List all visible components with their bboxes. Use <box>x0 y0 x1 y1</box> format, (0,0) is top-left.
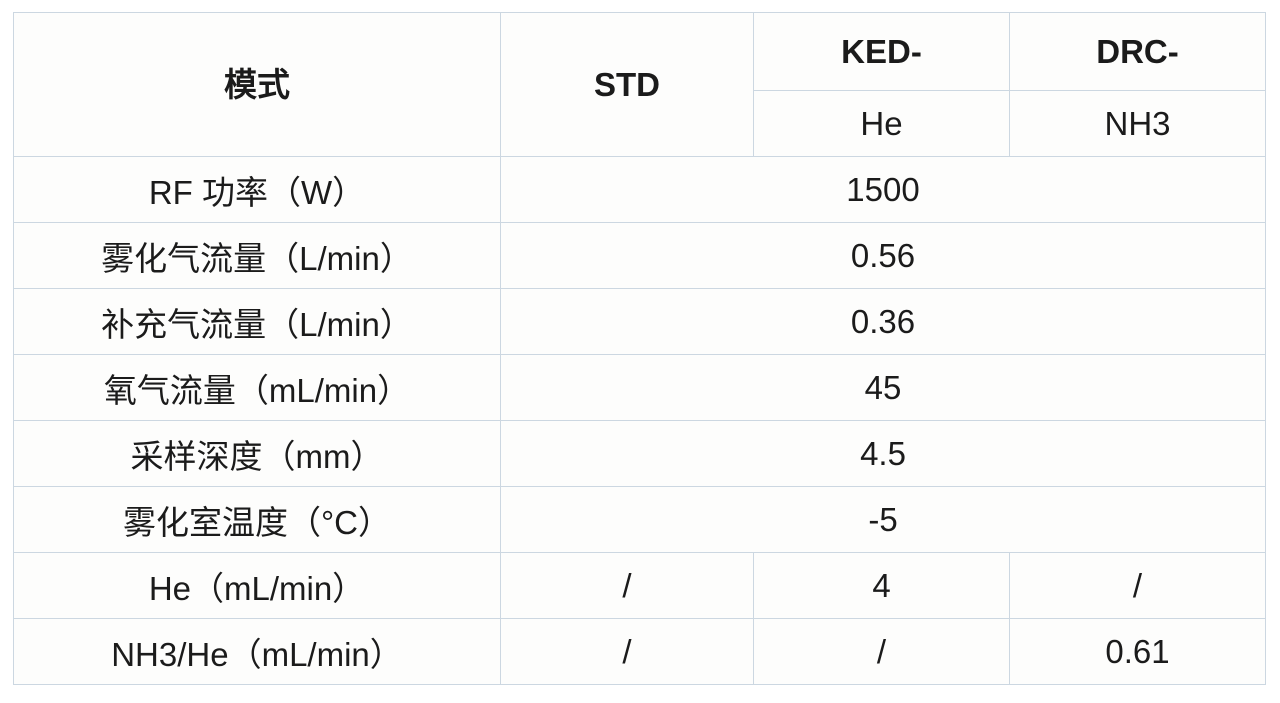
table-row-oxygen-flow: 氧气流量（mL/min） 45 <box>13 354 1266 421</box>
cell-std: / <box>500 618 754 685</box>
row-label: RF 功率（W） <box>13 156 501 223</box>
header-mode: 模式 <box>13 12 501 157</box>
row-value: -5 <box>500 486 1266 553</box>
cell-ked: / <box>753 618 1010 685</box>
row-value: 0.36 <box>500 288 1266 355</box>
table-row-nebulizer-gas: 雾化气流量（L/min） 0.56 <box>13 222 1266 289</box>
header-std: STD <box>500 12 754 157</box>
table-row-he-flow: He（mL/min） / 4 / <box>13 552 1266 619</box>
header-drc: DRC- <box>1009 12 1266 91</box>
subheader-ked-gas: He <box>753 90 1010 157</box>
header-ked: KED- <box>753 12 1010 91</box>
row-label: 雾化气流量（L/min） <box>13 222 501 289</box>
row-label: NH3/He（mL/min） <box>13 618 501 685</box>
row-label: He（mL/min） <box>13 552 501 619</box>
header-row-2: He NH3 <box>14 90 1266 157</box>
table-row-sampling-depth: 采样深度（mm） 4.5 <box>13 420 1266 487</box>
cell-ked: 4 <box>753 552 1010 619</box>
table-row-makeup-gas: 补充气流量（L/min） 0.36 <box>13 288 1266 355</box>
row-label: 采样深度（mm） <box>13 420 501 487</box>
row-label: 雾化室温度（°C） <box>13 486 501 553</box>
table-row-nh3he-flow: NH3/He（mL/min） / / 0.61 <box>13 618 1266 685</box>
table-row-rf-power: RF 功率（W） 1500 <box>13 156 1266 223</box>
cell-std: / <box>500 552 754 619</box>
row-value: 1500 <box>500 156 1266 223</box>
subheader-drc-gas: NH3 <box>1009 90 1266 157</box>
icpms-parameters-table: 模式 STD KED- DRC- He NH3 RF 功率（W） 1500 雾化… <box>13 12 1266 685</box>
row-value: 45 <box>500 354 1266 421</box>
cell-drc: 0.61 <box>1009 618 1266 685</box>
table-row-spray-chamber-temp: 雾化室温度（°C） -5 <box>13 486 1266 553</box>
row-label: 氧气流量（mL/min） <box>13 354 501 421</box>
cell-drc: / <box>1009 552 1266 619</box>
header-row-1: 模式 STD KED- DRC- <box>13 12 1266 157</box>
row-label: 补充气流量（L/min） <box>13 288 501 355</box>
row-value: 4.5 <box>500 420 1266 487</box>
row-value: 0.56 <box>500 222 1266 289</box>
